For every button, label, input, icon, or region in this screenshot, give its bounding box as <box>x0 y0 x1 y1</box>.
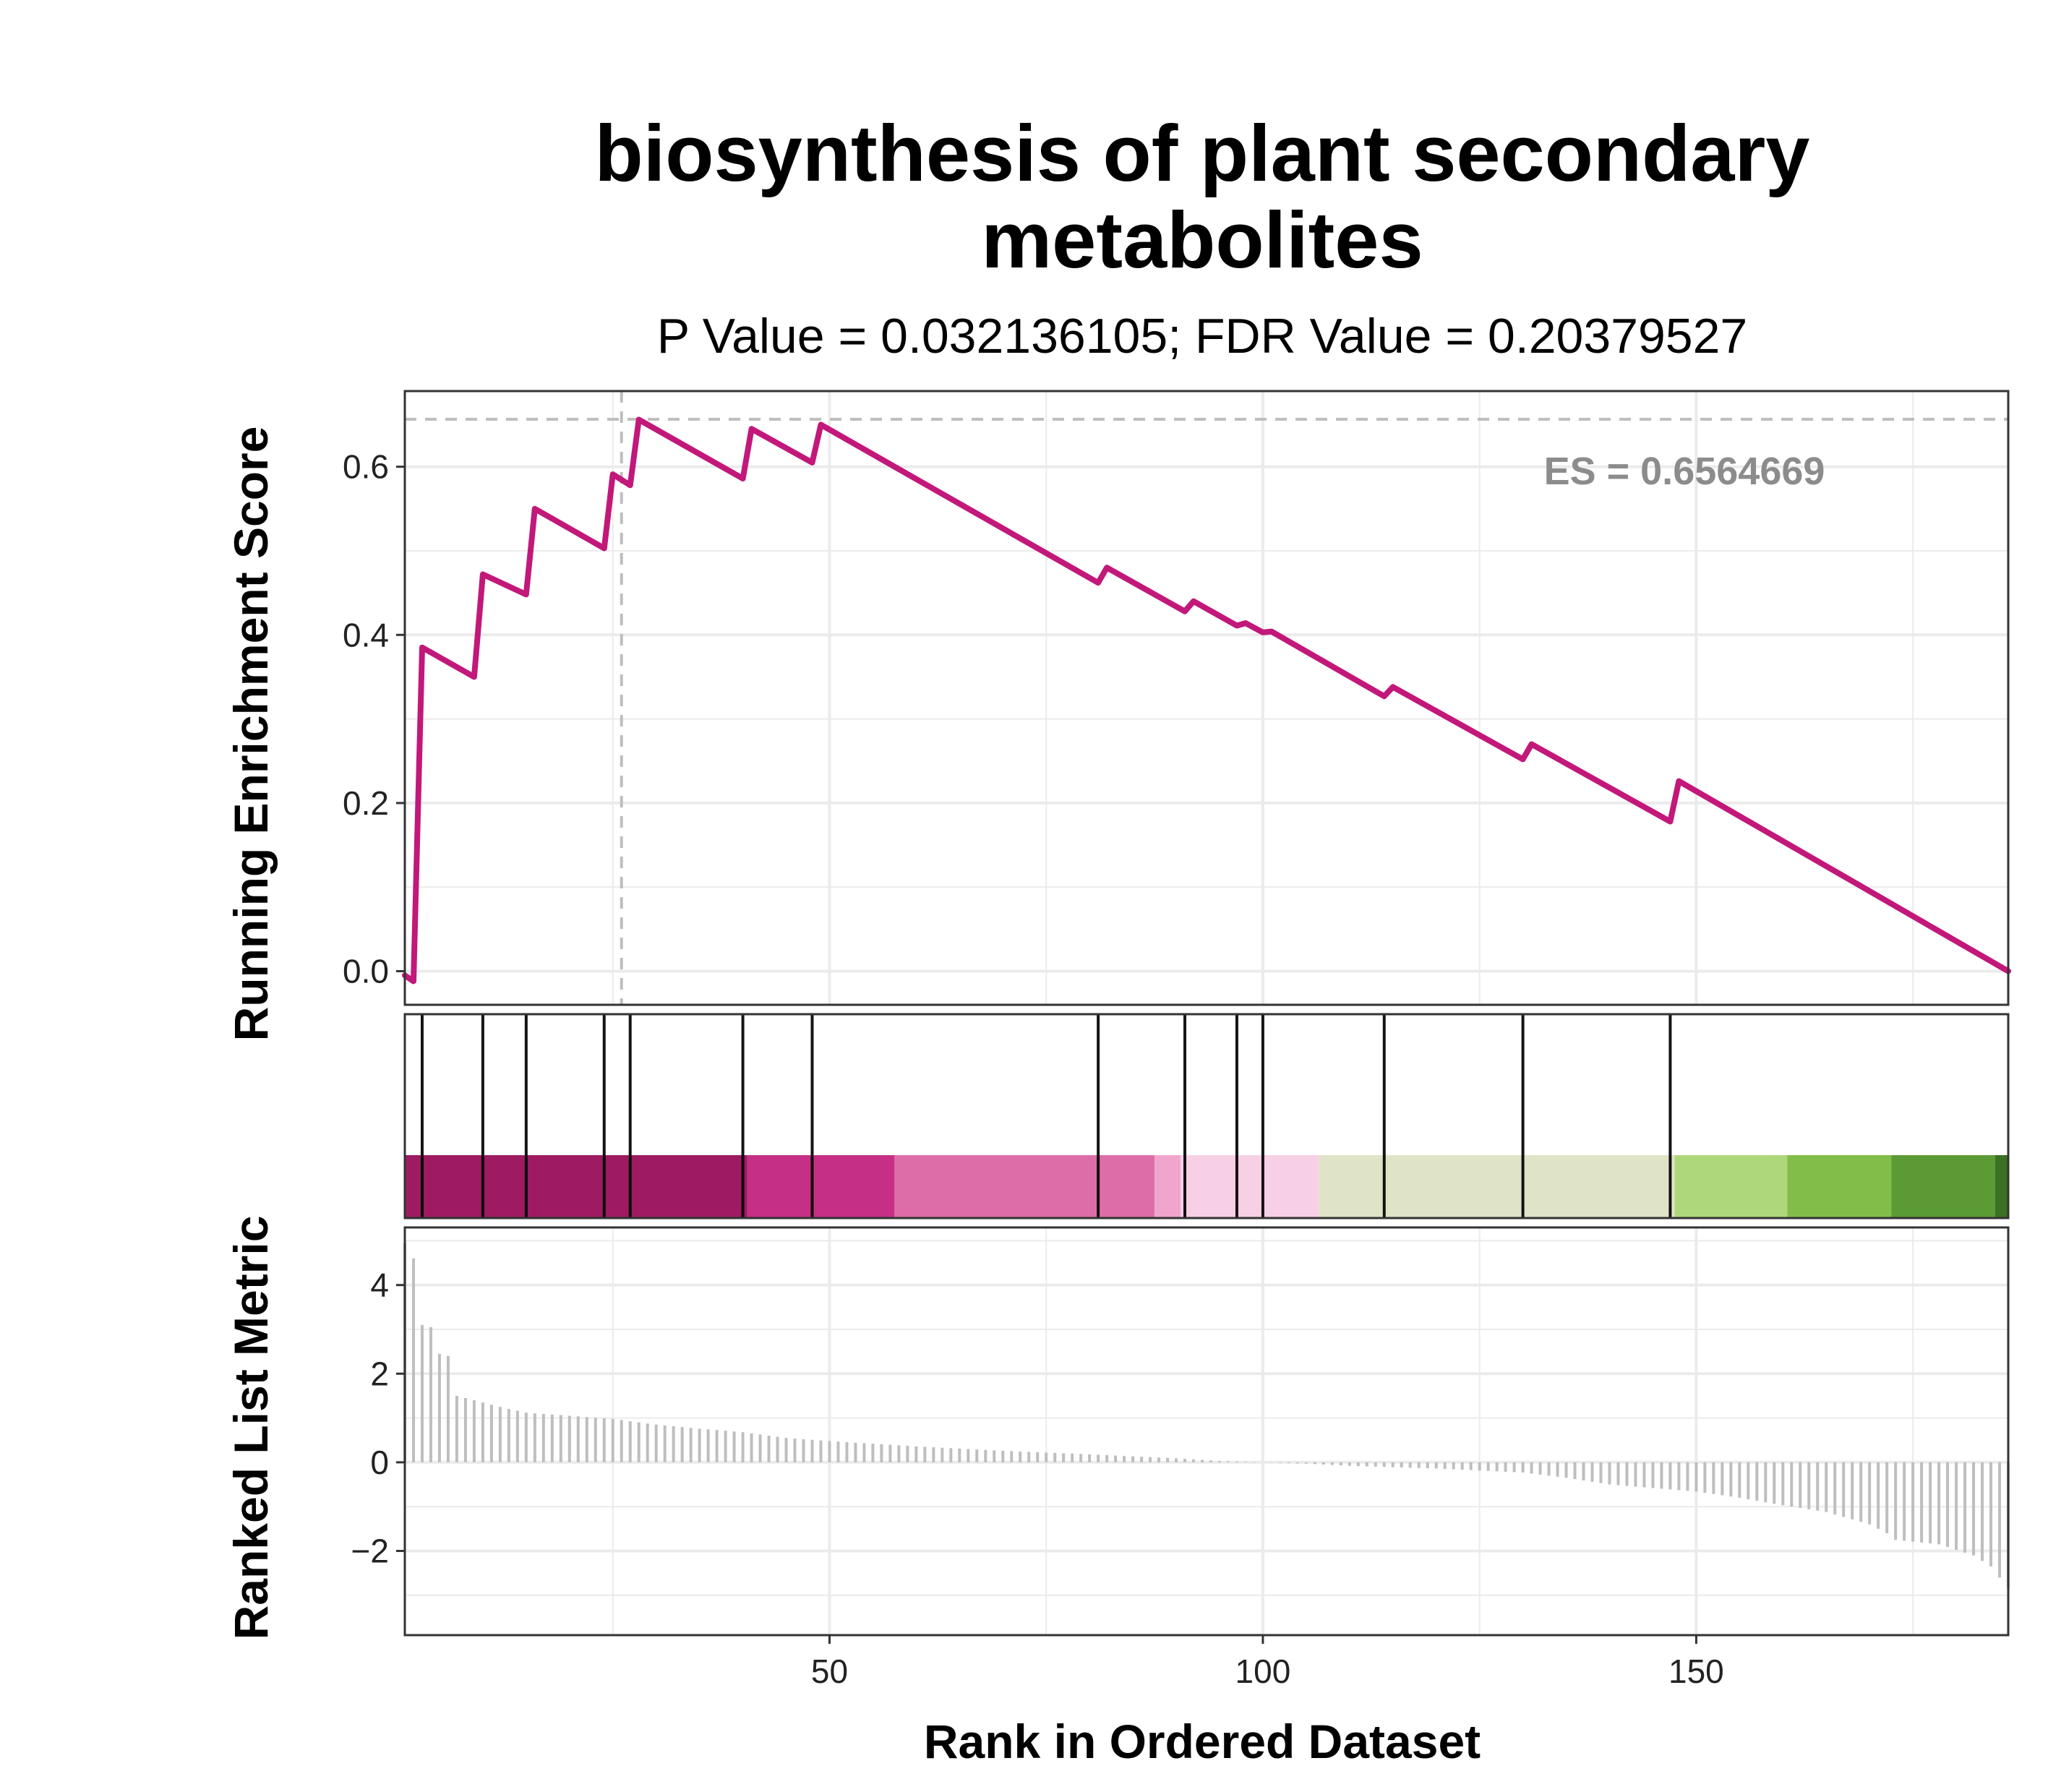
rank-color-band <box>1674 1155 1788 1218</box>
panel3-y-tick-label: −2 <box>351 1532 389 1570</box>
chart-title-line1: biosynthesis of plant secondary <box>595 109 1810 198</box>
chart-subtitle: P Value = 0.032136105; FDR Value = 0.203… <box>657 309 1748 364</box>
es-label: ES = 0.6564669 <box>1544 450 1825 493</box>
rank-color-band <box>1995 1155 2008 1218</box>
x-tick-label: 50 <box>811 1652 848 1690</box>
rank-color-band <box>1319 1155 1675 1218</box>
panel3-y-tick-label: 0 <box>370 1444 389 1481</box>
panel1-y-tick-label: 0.2 <box>343 784 389 822</box>
rank-color-band <box>1891 1155 1996 1218</box>
x-axis-label: Rank in Ordered Dataset <box>924 1715 1481 1768</box>
rank-color-band <box>894 1155 1155 1218</box>
panel1-border <box>403 390 2010 1006</box>
rank-color-band <box>1154 1155 1181 1218</box>
panel1-y-tick-label: 0.6 <box>343 448 389 486</box>
panel3-background <box>405 1227 2008 1635</box>
panel2-border <box>403 1013 2010 1219</box>
y-axis-label-running-es: Running Enrichment Score <box>224 426 278 1042</box>
ranked-metric-panel: −2 0 2 4 50 100 150 <box>351 1226 2010 1690</box>
x-tick-label: 150 <box>1668 1652 1724 1690</box>
panel3-y-tick-label: 2 <box>370 1355 389 1392</box>
chart-title-line2: metabolites <box>981 196 1423 285</box>
panel1-y-tick-label: 0.0 <box>343 952 389 990</box>
panel1-y-tick-label: 0.4 <box>343 616 389 653</box>
rank-color-band <box>405 1155 747 1218</box>
x-tick-label: 100 <box>1235 1652 1291 1690</box>
rank-color-band <box>1181 1155 1319 1218</box>
running-es-panel: 0.0 0.2 0.4 0.6 <box>343 390 2011 1006</box>
rank-color-band <box>747 1155 895 1218</box>
rank-color-band <box>1787 1155 1892 1218</box>
panel3-border <box>403 1226 2010 1637</box>
running-es-line <box>402 416 2011 985</box>
panel1-background <box>405 391 2008 1005</box>
panel3-y-tick-label: 4 <box>370 1266 389 1304</box>
y-axis-label-ranked-metric: Ranked List Metric <box>224 1216 278 1640</box>
hits-panel <box>403 1013 2010 1219</box>
